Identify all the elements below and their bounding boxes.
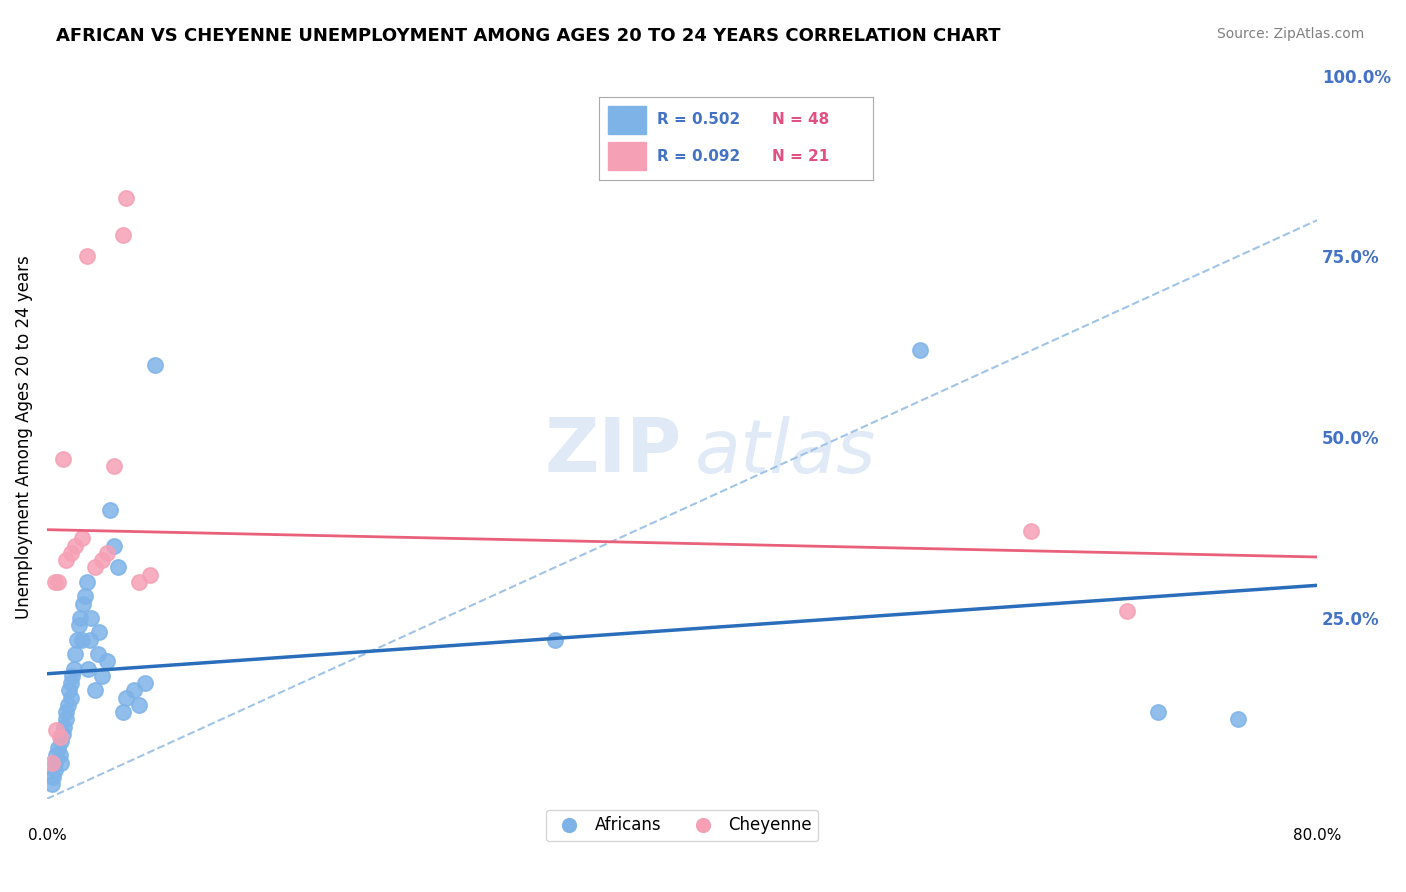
Point [65,539,87,553]
Point [69,611,91,625]
Point [44,756,66,770]
Point [55,712,77,726]
Point [73,590,96,604]
Point [544,632,567,647]
Point [91,669,114,683]
Point [100,502,122,516]
Point [51,756,73,770]
Point [44,574,66,589]
Point [115,192,138,206]
Text: AFRICAN VS CHEYENNE UNEMPLOYMENT AMONG AGES 20 TO 24 YEARS CORRELATION CHART: AFRICAN VS CHEYENNE UNEMPLOYMENT AMONG A… [56,27,1001,45]
Point [103,459,125,474]
Point [70,632,93,647]
Point [76,574,98,589]
Point [58,683,80,698]
Text: 80.0%: 80.0% [1294,828,1341,843]
Point [55,553,77,567]
Point [59,690,82,705]
Point [122,683,145,698]
Point [112,705,135,719]
Point [1115,604,1137,618]
Point [46,741,69,756]
Point [60,669,83,683]
Point [115,690,138,705]
Point [1226,712,1249,726]
Point [143,358,166,372]
Point [67,618,90,632]
Point [70,532,93,546]
Point [83,683,105,698]
Text: 0.0%: 0.0% [28,828,66,843]
Point [107,560,129,574]
Point [76,249,98,263]
Point [52,451,75,466]
Point [139,567,162,582]
Point [42,770,65,784]
Point [96,546,118,560]
Point [41,756,63,770]
Point [44,763,66,777]
Point [59,676,82,690]
Text: atlas: atlas [695,416,876,488]
Point [48,731,70,745]
Point [103,539,125,553]
Legend: Africans, Cheyenne: Africans, Cheyenne [546,810,818,841]
Y-axis label: Unemployment Among Ages 20 to 24 years: Unemployment Among Ages 20 to 24 years [15,255,32,619]
Point [96,654,118,668]
Point [79,632,101,647]
Point [46,574,69,589]
Point [41,777,63,791]
Point [66,632,89,647]
Point [89,625,111,640]
Point [53,719,76,733]
Point [72,597,94,611]
Point [1147,705,1170,719]
Point [128,698,150,712]
Point [45,723,67,738]
Point [83,560,105,574]
Point [48,748,70,763]
Text: ZIP: ZIP [544,415,682,488]
Point [91,553,114,567]
Point [56,698,79,712]
Point [59,546,82,560]
Point [112,227,135,242]
Point [45,748,67,763]
Point [80,611,103,625]
Point [86,647,108,661]
Point [77,662,100,676]
Point [55,705,77,719]
Point [128,574,150,589]
Point [65,647,87,661]
Text: Source: ZipAtlas.com: Source: ZipAtlas.com [1216,27,1364,41]
Point [1021,524,1043,539]
Point [63,662,86,676]
Point [908,343,931,358]
Point [51,734,73,748]
Point [134,676,156,690]
Point [52,727,75,741]
